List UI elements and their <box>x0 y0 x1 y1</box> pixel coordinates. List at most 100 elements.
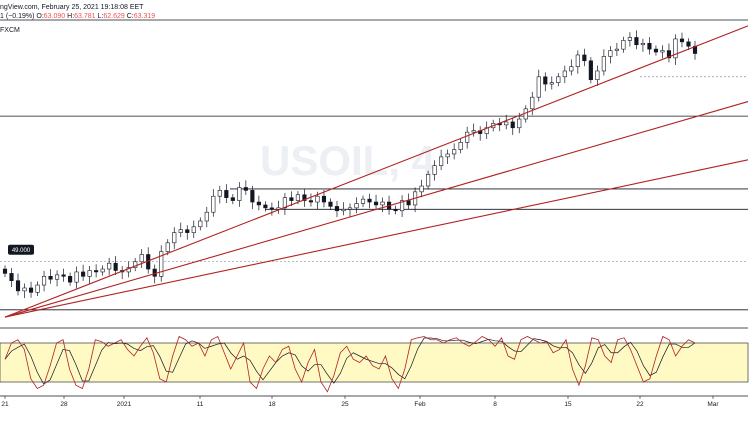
candle-body <box>419 185 424 193</box>
candle-body <box>74 271 79 283</box>
candle-body <box>679 38 685 43</box>
x-tick-label: 8 <box>493 401 497 408</box>
candle-body <box>237 187 242 201</box>
candle-body <box>549 82 554 85</box>
trendline <box>4 159 749 318</box>
candle-body <box>393 209 398 212</box>
candle-body <box>588 60 593 81</box>
x-tick-label: 2021 <box>117 401 132 408</box>
candle-body <box>595 70 600 81</box>
candle-body <box>653 48 659 53</box>
candle-body <box>471 130 476 133</box>
candle-body <box>100 268 105 273</box>
candle-body <box>263 204 268 209</box>
candle-body <box>640 43 645 46</box>
candle-body <box>465 131 470 143</box>
x-tick-label: 25 <box>341 401 349 408</box>
candle-body <box>55 274 60 280</box>
ohlc-readout: 1 (−0.19%) O:63.090 H:63.781 L:62.629 C:… <box>0 13 155 20</box>
candle-body <box>159 251 164 277</box>
high-value: 63.781 <box>74 13 96 20</box>
price-label-text: 49.000 <box>12 248 31 254</box>
candle-body <box>113 262 118 271</box>
candle-body <box>250 190 255 203</box>
candle-body <box>321 195 327 203</box>
candle-body <box>582 54 587 62</box>
low-label: L: <box>97 13 104 20</box>
low-value: 62.629 <box>103 13 125 20</box>
symbol-source: FXCM <box>0 27 20 34</box>
price-label-box <box>8 244 34 255</box>
candle-body <box>315 195 320 203</box>
oscillator-d-line <box>4 337 696 385</box>
candle-body <box>634 37 639 46</box>
candle-body <box>360 198 366 204</box>
candle-body <box>35 284 40 293</box>
candle-body <box>673 38 678 59</box>
candle-body <box>107 262 112 270</box>
candle-body <box>426 174 431 187</box>
candle-body <box>562 70 567 78</box>
candle-body <box>601 56 606 72</box>
candle-body <box>230 197 235 201</box>
x-tick-label: 22 <box>636 401 644 408</box>
candle-body <box>504 121 509 126</box>
candle-body <box>152 268 157 277</box>
x-tick-label: Feb <box>414 401 426 408</box>
close-label: C: <box>126 13 134 20</box>
candle-body <box>380 201 385 206</box>
open-label: O: <box>36 13 44 20</box>
candle-body <box>621 40 626 50</box>
candle-body <box>22 287 27 292</box>
candle-body <box>543 76 548 85</box>
candle-body <box>400 200 405 212</box>
candle-body <box>211 195 216 213</box>
candle-body <box>87 270 92 277</box>
candle-body <box>660 50 665 53</box>
trendline <box>4 101 749 318</box>
candle-body <box>510 121 515 129</box>
candle-body <box>432 165 437 175</box>
candle-body <box>302 194 307 201</box>
candle-body <box>15 280 21 292</box>
candle-body <box>530 96 535 110</box>
candle-body <box>614 48 619 51</box>
candle-body <box>204 211 209 222</box>
candle-body <box>295 194 300 201</box>
candle-body <box>224 190 229 198</box>
candle-body <box>458 142 463 150</box>
candle-body <box>28 287 34 293</box>
candle-body <box>666 50 672 59</box>
candle-body <box>48 276 53 280</box>
candle-body <box>452 149 457 155</box>
high-label: H: <box>67 13 75 20</box>
close-value: 63.319 <box>133 13 156 20</box>
candle-body <box>367 198 372 203</box>
candle-body <box>608 50 613 57</box>
x-tick-label: 11 <box>197 401 204 408</box>
candle-body <box>647 43 652 50</box>
candle-body <box>347 207 353 210</box>
candle-body <box>133 261 138 268</box>
candle-body <box>139 254 144 263</box>
candle-body <box>41 276 47 286</box>
candle-body <box>68 276 73 283</box>
candle-body <box>627 37 632 41</box>
candle-body <box>276 207 281 210</box>
candle-body <box>341 209 346 212</box>
candle-body <box>61 274 66 277</box>
candle-body <box>269 207 274 210</box>
open-value: 63.090 <box>43 13 66 20</box>
x-tick-label: 18 <box>268 401 276 408</box>
candle-body <box>94 270 99 273</box>
candle-body <box>178 229 183 233</box>
candle-body <box>556 76 561 83</box>
candle-body <box>517 118 522 129</box>
x-tick-label: 21 <box>1 401 9 408</box>
x-tick-label: Mar <box>707 401 719 408</box>
header-title: ngView.com, February 25, 2021 19:18:08 E… <box>0 4 144 11</box>
candle-body <box>569 66 574 72</box>
candle-body <box>308 200 314 203</box>
candle-body <box>172 232 177 244</box>
